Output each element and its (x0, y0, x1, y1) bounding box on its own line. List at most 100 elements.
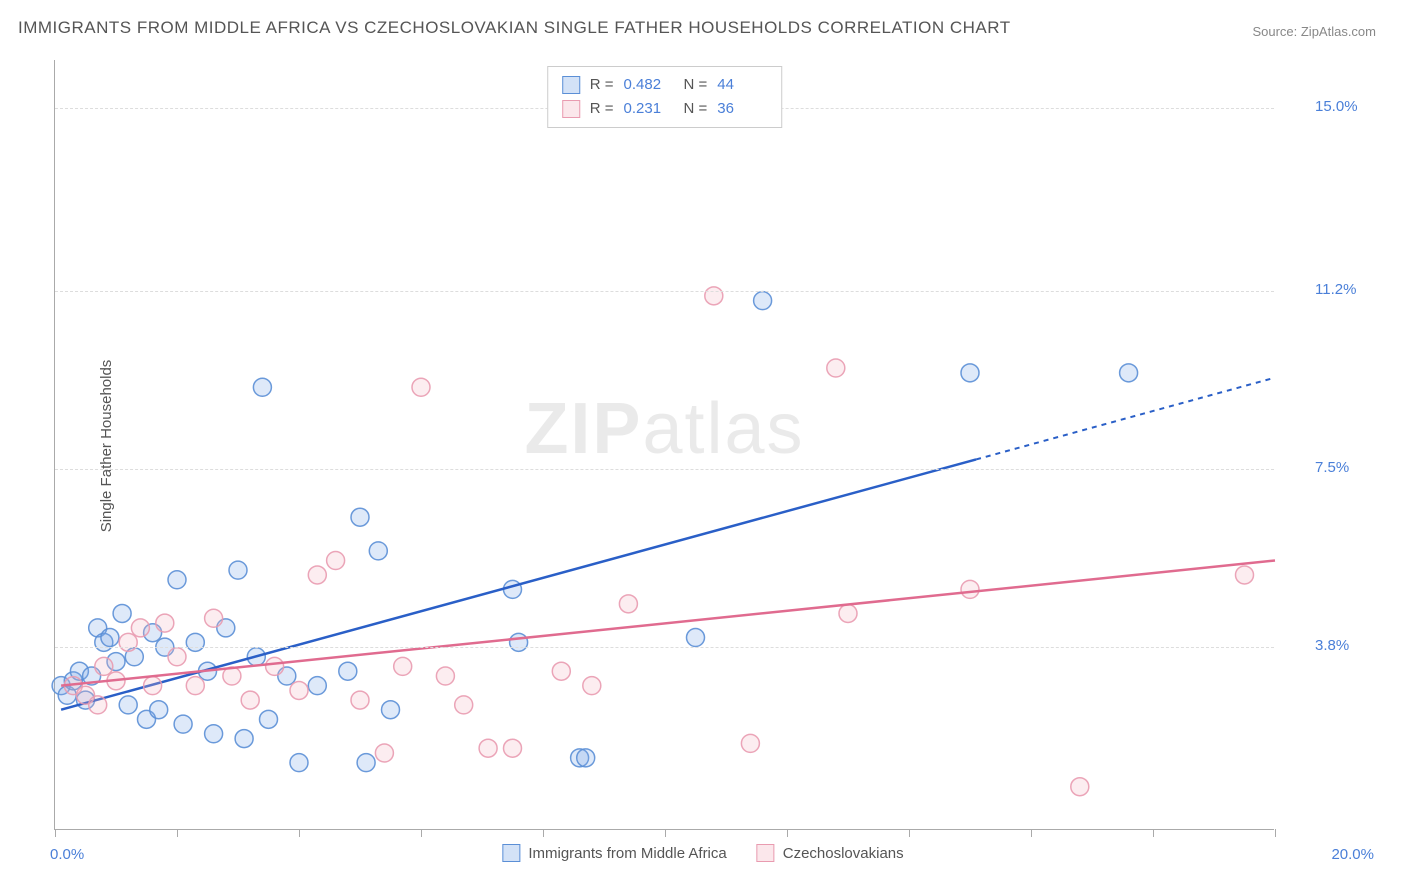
gridline (55, 469, 1274, 470)
data-point (186, 633, 204, 651)
data-point (1071, 778, 1089, 796)
data-point (839, 604, 857, 622)
r-value: 0.231 (624, 97, 674, 121)
data-point (455, 696, 473, 714)
n-value: 36 (717, 97, 767, 121)
data-point (961, 580, 979, 598)
chart-title: IMMIGRANTS FROM MIDDLE AFRICA VS CZECHOS… (18, 18, 1011, 38)
data-point (510, 633, 528, 651)
data-point (339, 662, 357, 680)
y-tick-label: 11.2% (1315, 281, 1356, 298)
legend-series-name: Immigrants from Middle Africa (528, 845, 726, 862)
legend-color-box (502, 844, 520, 862)
x-tick (1031, 829, 1032, 837)
data-point (436, 667, 454, 685)
data-point (351, 508, 369, 526)
data-point (168, 571, 186, 589)
data-point (412, 378, 430, 396)
data-point (156, 614, 174, 632)
data-point (290, 681, 308, 699)
data-point (205, 609, 223, 627)
data-point (144, 677, 162, 695)
data-point (150, 701, 168, 719)
plot-area: ZIPatlas R =0.482N =44R =0.231N =36 3.8%… (54, 60, 1274, 830)
data-point (351, 691, 369, 709)
x-axis-min-label: 0.0% (50, 846, 84, 863)
x-tick (665, 829, 666, 837)
data-point (113, 604, 131, 622)
legend-color-box (562, 76, 580, 94)
gridline (55, 291, 1274, 292)
data-point (101, 629, 119, 647)
data-point (174, 715, 192, 733)
stats-row: R = 0.231 N = 36 (562, 97, 768, 121)
data-point (827, 359, 845, 377)
x-tick (787, 829, 788, 837)
data-point (168, 648, 186, 666)
x-tick (177, 829, 178, 837)
y-tick-label: 15.0% (1315, 98, 1358, 115)
r-label: R = (590, 73, 614, 97)
data-point (266, 657, 284, 675)
data-point (754, 292, 772, 310)
x-axis-max-label: 20.0% (1331, 846, 1374, 863)
data-point (375, 744, 393, 762)
series-legend: Immigrants from Middle Africa Czechoslova… (502, 844, 903, 862)
x-tick (543, 829, 544, 837)
data-point (235, 730, 253, 748)
data-point (229, 561, 247, 579)
trend-line-extrapolated (976, 378, 1275, 460)
data-point (327, 552, 345, 570)
correlation-stats-box: R =0.482N =44R = 0.231 N = 36 (547, 66, 783, 128)
n-label: N = (684, 97, 708, 121)
chart-svg (55, 60, 1274, 829)
stats-row: R =0.482N =44 (562, 73, 768, 97)
data-point (357, 754, 375, 772)
data-point (119, 633, 137, 651)
x-tick (909, 829, 910, 837)
data-point (308, 677, 326, 695)
data-point (260, 710, 278, 728)
y-tick-label: 7.5% (1315, 459, 1349, 476)
data-point (119, 696, 137, 714)
data-point (382, 701, 400, 719)
data-point (687, 629, 705, 647)
legend-color-box (562, 100, 580, 118)
x-tick (1275, 829, 1276, 837)
x-tick (55, 829, 56, 837)
data-point (89, 696, 107, 714)
data-point (1120, 364, 1138, 382)
data-point (308, 566, 326, 584)
data-point (504, 580, 522, 598)
n-label: N = (684, 73, 708, 97)
data-point (205, 725, 223, 743)
data-point (504, 739, 522, 757)
data-point (741, 734, 759, 752)
data-point (705, 287, 723, 305)
x-tick (299, 829, 300, 837)
source-link[interactable]: ZipAtlas.com (1301, 24, 1376, 39)
data-point (369, 542, 387, 560)
x-tick (421, 829, 422, 837)
trend-line (61, 561, 1275, 686)
legend-series-name: Czechoslovakians (783, 845, 904, 862)
data-point (95, 657, 113, 675)
data-point (1236, 566, 1254, 584)
data-point (131, 619, 149, 637)
data-point (253, 378, 271, 396)
data-point (619, 595, 637, 613)
data-point (186, 677, 204, 695)
data-point (577, 749, 595, 767)
r-label: R = (590, 97, 614, 121)
legend-item: Czechoslovakians (757, 844, 904, 862)
source-attribution: Source: ZipAtlas.com (1252, 24, 1376, 39)
data-point (479, 739, 497, 757)
data-point (241, 691, 259, 709)
source-prefix: Source: (1252, 24, 1300, 39)
x-tick (1153, 829, 1154, 837)
data-point (961, 364, 979, 382)
gridline (55, 647, 1274, 648)
data-point (552, 662, 570, 680)
legend-item: Immigrants from Middle Africa (502, 844, 726, 862)
data-point (290, 754, 308, 772)
